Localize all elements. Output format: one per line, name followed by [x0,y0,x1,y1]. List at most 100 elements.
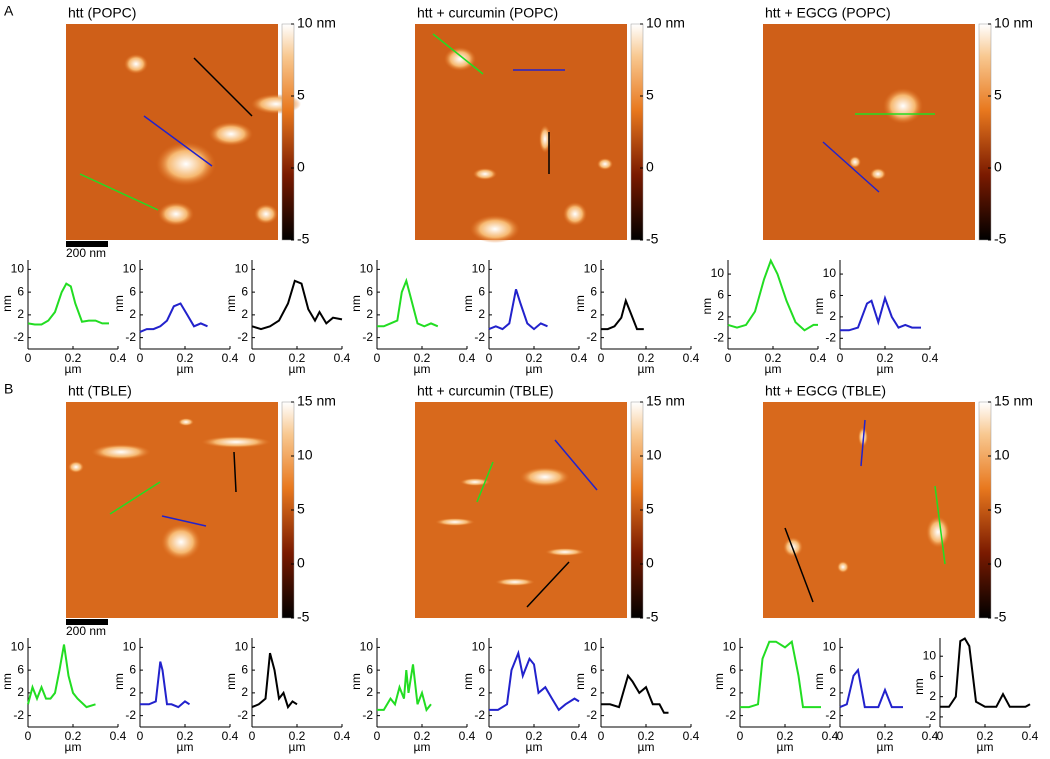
profile-line [377,277,439,328]
y-tick-label: 10 [360,640,374,654]
colorbar-tick-label: -5 [297,609,310,625]
colorbar-tick-label: 5 [994,501,1002,517]
x-axis-label: µm [289,740,306,754]
y-axis-label: nm [349,673,363,690]
y-tick-label: 6 [829,288,836,302]
x-tick-label: 0.2 [414,351,431,365]
y-tick-label: 10 [11,262,25,276]
colorbar-tick-label: 15 nm [994,393,1033,409]
x-axis-label: µm [65,740,82,754]
y-tick-label: 2 [590,685,597,699]
y-tick-label: 6 [590,284,597,298]
colorbar-tick-label: 10 [297,447,313,463]
y-tick-label: 2 [241,307,248,321]
y-tick-label: 6 [729,662,736,676]
x-axis-label: µm [977,740,994,754]
x-tick-label: 0.4 [922,729,939,743]
colorbar-tick-label: 0 [297,555,305,571]
y-tick-label: -2 [825,708,836,722]
x-tick-label: 0.4 [459,351,476,365]
colorbar-tick-label: -5 [994,231,1007,247]
colorbar-tick-label: 10 [994,447,1010,463]
y-tick-label: -2 [362,330,373,344]
y-tick-label: 6 [366,662,373,676]
feature [597,158,613,170]
x-tick-label: 0 [374,351,381,365]
x-axis-label: µm [177,740,194,754]
y-tick-label: 6 [929,669,936,683]
colorbar-tick-label: -5 [994,609,1007,625]
y-tick-label: 2 [17,685,24,699]
y-tick-label: 2 [241,685,248,699]
y-tick-label: -2 [586,330,597,344]
x-tick-label: 0.4 [110,351,127,365]
y-tick-label: -2 [825,330,836,344]
colorbar-tick-label: 5 [646,87,654,103]
x-tick-label: 0.2 [414,729,431,743]
x-tick-label: 0 [249,729,256,743]
y-tick-label: 2 [729,685,736,699]
feature [435,518,475,526]
x-tick-label: 0.2 [638,729,655,743]
profile-line [727,258,818,332]
panel-label: B [4,381,13,397]
y-axis-label: nm [461,295,475,312]
x-tick-label: 0 [374,729,381,743]
y-tick-label: -2 [237,330,248,344]
x-axis-label: µm [638,362,655,376]
feature [883,88,923,124]
y-tick-label: 10 [823,266,837,280]
feature [158,202,194,226]
x-tick-label: 0 [25,729,32,743]
x-tick-label: 0.4 [810,351,827,365]
y-tick-label: 2 [129,685,136,699]
y-tick-label: 6 [129,662,136,676]
profile-cut [554,439,598,491]
y-tick-label: 10 [584,640,598,654]
colorbar-tick-label: 0 [994,159,1002,175]
y-axis-label: nm [712,673,726,690]
feature [563,202,587,226]
profile-line [601,297,644,331]
x-tick-label: 0.2 [877,729,894,743]
x-tick-label: 0.2 [765,351,782,365]
y-tick-label: -2 [125,708,136,722]
image-title: htt (POPC) [68,5,136,21]
feature [156,142,216,186]
y-tick-label: 10 [123,262,137,276]
x-tick-label: 0.2 [65,729,82,743]
y-tick-label: -2 [474,708,485,722]
y-tick-label: 6 [17,662,24,676]
x-tick-label: 0.2 [289,351,306,365]
x-tick-label: 0.2 [65,351,82,365]
colorbar-tick-label: 5 [646,501,654,517]
feature [254,204,278,224]
x-tick-label: 0 [598,351,605,365]
x-axis-label: µm [638,740,655,754]
profile-cut [193,57,253,117]
colorbar-tick-label: 10 nm [297,15,336,31]
x-axis-label: µm [526,362,543,376]
x-tick-label: 0.4 [1022,729,1039,743]
x-tick-label: 0 [137,729,144,743]
x-tick-label: 0.2 [177,351,194,365]
x-tick-label: 0 [486,729,493,743]
y-tick-label: -2 [586,708,597,722]
y-axis-label: nm [349,295,363,312]
y-axis-label: nm [573,673,587,690]
y-tick-label: 6 [241,662,248,676]
y-tick-label: 10 [472,262,486,276]
y-axis-label: nm [573,295,587,312]
profile-line [489,649,580,712]
colorbar-tick-label: -5 [297,231,310,247]
x-tick-label: 0.4 [459,729,476,743]
x-tick-label: 0.4 [683,729,700,743]
x-tick-label: 0 [725,351,732,365]
scale-bar-label: 200 nm [66,246,106,260]
x-tick-label: 0.4 [571,729,588,743]
y-tick-label: 2 [366,307,373,321]
feature [473,168,497,180]
x-tick-label: 0.2 [177,729,194,743]
y-axis-label: nm [0,673,14,690]
profile-cut [822,141,880,193]
